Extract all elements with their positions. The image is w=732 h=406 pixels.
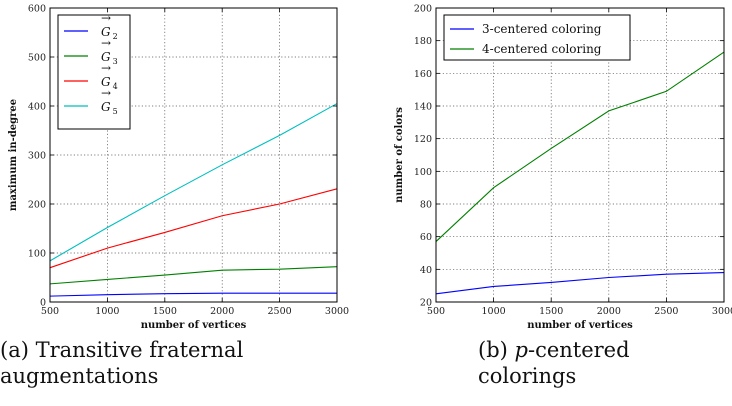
y-tick-label: 500 (28, 53, 46, 64)
legend-arrow: → (101, 11, 111, 25)
legend-label: 4-centered coloring (482, 42, 602, 56)
x-axis-label: number of vertices (141, 320, 247, 331)
legend-label: 3-centered coloring (482, 22, 602, 36)
x-tick-label: 2000 (597, 306, 621, 317)
legend-subscript: 3 (113, 57, 118, 66)
y-tick-label: 120 (414, 134, 432, 145)
x-tick-label: 3000 (712, 306, 732, 317)
x-axis-label: number of vertices (527, 320, 633, 331)
legend-subscript: 5 (113, 107, 118, 116)
series-line-4-centered-coloring (435, 51, 725, 242)
legend-subscript: 2 (113, 32, 118, 41)
chart-b: 500 1000 1500 2000 2500 3000 20 40 60 80 100 120 140… (394, 4, 732, 332)
y-tick-label: 600 (28, 4, 46, 15)
y-axis-label: number of colors (394, 107, 405, 203)
series-line-g4 (49, 188, 338, 269)
x-tick-label: 1500 (539, 306, 563, 317)
series-line-g2 (49, 292, 337, 297)
legend: →G 2→G 3→G 4→G 5 (57, 11, 131, 130)
x-tick-label: 2000 (210, 306, 234, 317)
y-tick-label: 20 (420, 298, 432, 309)
caption-b-prefix: (b) (478, 338, 515, 362)
y-tick-label: 60 (420, 232, 432, 243)
caption-b-rest: -centered colorings (478, 338, 630, 388)
y-axis-label: maximum in-degree (8, 99, 19, 211)
x-tick-label: 500 (41, 306, 59, 317)
y-tick-label: 160 (414, 69, 432, 80)
caption-b-italic: p (514, 338, 528, 362)
caption-b: (b) p-centered colorings (478, 337, 718, 389)
caption-a: (a) Transitive fraternal augmentations (0, 338, 244, 388)
y-tick-label: 40 (420, 265, 432, 276)
x-tick-label: 2500 (268, 306, 292, 317)
y-tick-label: 400 (28, 102, 46, 113)
series-line-g3 (49, 266, 338, 285)
x-tick-label: 1000 (95, 306, 119, 317)
legend-arrow: → (101, 36, 111, 50)
x-tick-label: 2500 (654, 306, 678, 317)
legend-subscript: 4 (113, 82, 118, 91)
legend: 3-centered coloring 4-centered coloring (443, 14, 631, 61)
x-tick-label: 1500 (153, 306, 177, 317)
series-line-g5 (49, 103, 338, 262)
chart-a: 500 1000 1500 2000 2500 3000 0 100 200 300 400 500 6… (8, 4, 349, 332)
figure-canvas: 500 1000 1500 2000 2500 300001002003004005006… (8, 4, 732, 332)
y-tick-label: 300 (28, 151, 46, 162)
legend-box (443, 14, 631, 61)
y-tick-label: 80 (420, 200, 432, 211)
y-tick-label: 180 (414, 36, 432, 47)
series-line-3-centered-coloring (435, 272, 725, 295)
y-tick-label: 140 (414, 102, 432, 113)
plot-frame (435, 7, 725, 303)
y-tick-label: 0 (40, 298, 46, 309)
x-tick-label: 500 (427, 306, 445, 317)
y-tick-label: 200 (414, 4, 432, 15)
y-tick-label: 200 (28, 200, 46, 211)
x-tick-label: 3000 (325, 306, 349, 317)
y-tick-label: 100 (414, 167, 432, 178)
x-tick-label: 1000 (482, 306, 506, 317)
y-tick-label: 100 (28, 249, 46, 260)
legend-box (57, 14, 131, 130)
legend-arrow: → (101, 86, 111, 100)
legend-arrow: → (101, 61, 111, 75)
